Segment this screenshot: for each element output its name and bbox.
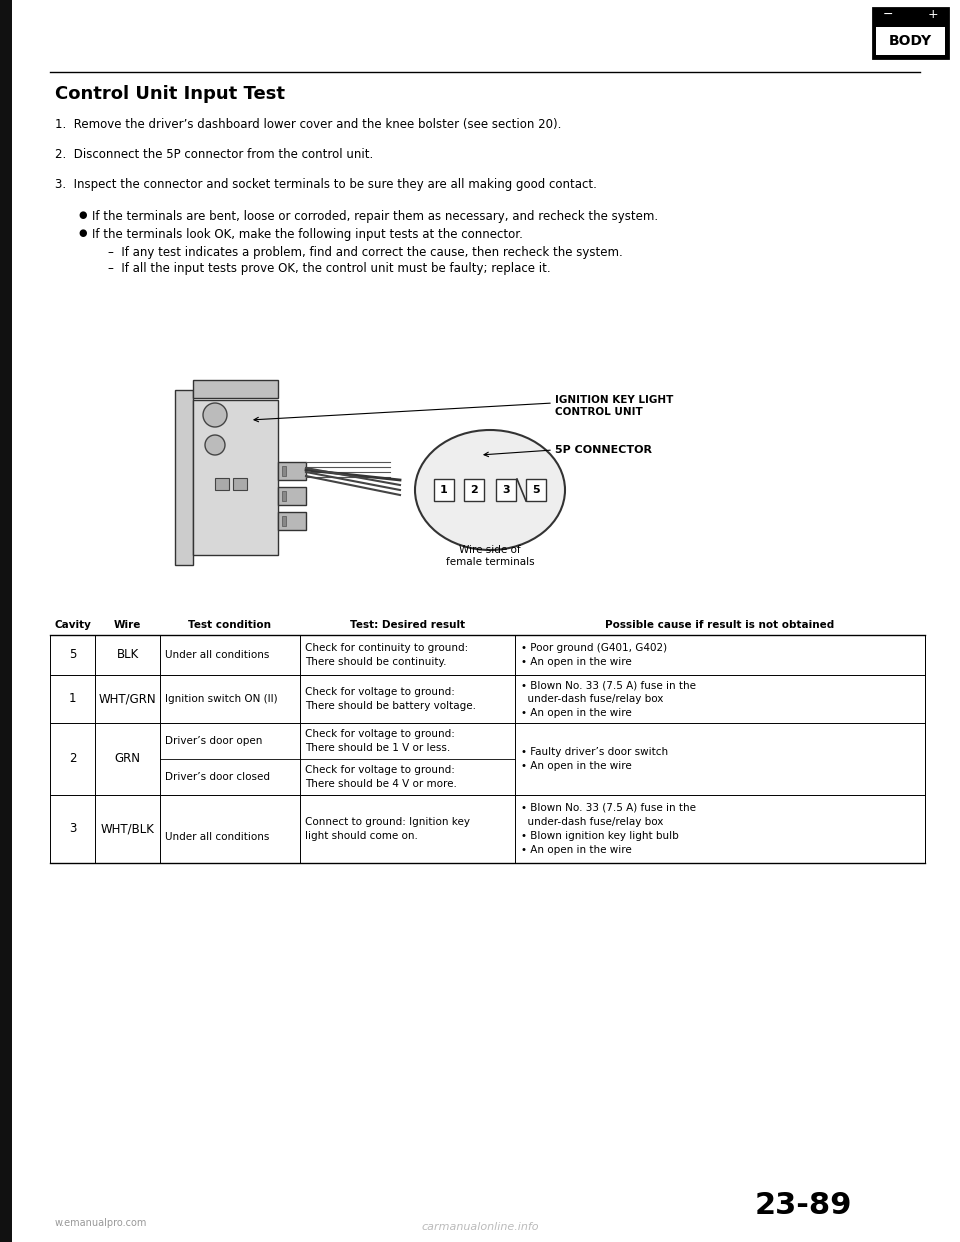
Text: WHT/GRN: WHT/GRN [99, 693, 156, 705]
Text: 5: 5 [69, 648, 76, 662]
Text: Under all conditions: Under all conditions [165, 832, 270, 842]
Text: 2.  Disconnect the 5P connector from the control unit.: 2. Disconnect the 5P connector from the … [55, 148, 373, 161]
Bar [175, 390, 193, 565]
Text: −: − [883, 7, 893, 21]
Text: • Faulty driver’s door switch
• An open in the wire: • Faulty driver’s door switch • An open … [521, 746, 668, 771]
Text: Wire side of
female terminals: Wire side of female terminals [445, 545, 535, 566]
Bar [278, 462, 306, 479]
Text: 1: 1 [440, 484, 448, 496]
Bar [282, 466, 286, 476]
Text: 3.  Inspect the connector and socket terminals to be sure they are all making go: 3. Inspect the connector and socket term… [55, 178, 597, 191]
Text: Check for continuity to ground:
There should be continuity.: Check for continuity to ground: There sh… [305, 643, 468, 667]
Bar [496, 479, 516, 501]
Text: 3: 3 [69, 822, 76, 836]
Bar [193, 380, 278, 397]
Circle shape [203, 402, 227, 427]
Bar [526, 479, 546, 501]
Bar [233, 478, 247, 491]
Text: BLK: BLK [116, 648, 138, 662]
Text: 2: 2 [470, 484, 478, 496]
Text: 5P CONNECTOR: 5P CONNECTOR [555, 445, 652, 455]
Bar [278, 512, 306, 530]
Text: 3: 3 [502, 484, 510, 496]
Bar [434, 479, 454, 501]
Text: If the terminals are bent, loose or corroded, repair them as necessary, and rech: If the terminals are bent, loose or corr… [92, 210, 659, 224]
Text: IGNITION KEY LIGHT
CONTROL UNIT: IGNITION KEY LIGHT CONTROL UNIT [555, 395, 673, 416]
Bar [282, 515, 286, 527]
Bar [873, 7, 948, 58]
Text: • Blown No. 33 (7.5 A) fuse in the
  under-dash fuse/relay box
• An open in the : • Blown No. 33 (7.5 A) fuse in the under… [521, 681, 696, 718]
Bar [0, 0, 12, 1242]
Text: Ignition switch ON (II): Ignition switch ON (II) [165, 694, 277, 704]
Text: –  If all the input tests prove OK, the control unit must be faulty; replace it.: – If all the input tests prove OK, the c… [108, 262, 551, 274]
Bar [215, 478, 229, 491]
Text: 1: 1 [69, 693, 76, 705]
Text: 5: 5 [532, 484, 540, 496]
Text: • Poor ground (G401, G402)
• An open in the wire: • Poor ground (G401, G402) • An open in … [521, 643, 667, 667]
Text: 2: 2 [69, 753, 76, 765]
Bar [282, 491, 286, 501]
Circle shape [205, 435, 225, 455]
Text: Check for voltage to ground:
There should be 1 V or less.: Check for voltage to ground: There shoul… [305, 729, 455, 753]
Text: • Blown No. 33 (7.5 A) fuse in the
  under-dash fuse/relay box
• Blown ignition : • Blown No. 33 (7.5 A) fuse in the under… [521, 804, 696, 854]
Text: If the terminals look OK, make the following input tests at the connector.: If the terminals look OK, make the follo… [92, 229, 523, 241]
Text: carmanualonline.info: carmanualonline.info [421, 1222, 539, 1232]
Text: Check for voltage to ground:
There should be battery voltage.: Check for voltage to ground: There shoul… [305, 687, 476, 710]
Bar [278, 487, 306, 505]
Text: Possible cause if result is not obtained: Possible cause if result is not obtained [606, 620, 834, 630]
Text: Test condition: Test condition [188, 620, 272, 630]
Bar [876, 27, 945, 55]
Text: Driver’s door closed: Driver’s door closed [165, 773, 270, 782]
Text: Wire: Wire [114, 620, 141, 630]
Ellipse shape [415, 430, 565, 550]
Text: w.emanualpro.com: w.emanualpro.com [55, 1218, 148, 1228]
Text: WHT/BLK: WHT/BLK [101, 822, 155, 836]
Text: Driver’s door open: Driver’s door open [165, 737, 262, 746]
Text: Control Unit Input Test: Control Unit Input Test [55, 84, 285, 103]
Text: ●: ● [78, 210, 86, 220]
Text: 1.  Remove the driver’s dashboard lower cover and the knee bolster (see section : 1. Remove the driver’s dashboard lower c… [55, 118, 562, 130]
Bar [464, 479, 484, 501]
Text: GRN: GRN [114, 753, 140, 765]
Text: 23-89: 23-89 [755, 1191, 852, 1220]
Text: ●: ● [78, 229, 86, 238]
Text: Check for voltage to ground:
There should be 4 V or more.: Check for voltage to ground: There shoul… [305, 765, 457, 789]
Text: Connect to ground: Ignition key
light should come on.: Connect to ground: Ignition key light sh… [305, 817, 470, 841]
Text: Under all conditions: Under all conditions [165, 650, 270, 660]
Text: +: + [927, 7, 938, 21]
Text: Cavity: Cavity [54, 620, 91, 630]
Text: –  If any test indicates a problem, find and correct the cause, then recheck the: – If any test indicates a problem, find … [108, 246, 623, 260]
Bar [193, 400, 278, 555]
Text: Test: Desired result: Test: Desired result [350, 620, 465, 630]
Text: BODY: BODY [889, 34, 932, 48]
